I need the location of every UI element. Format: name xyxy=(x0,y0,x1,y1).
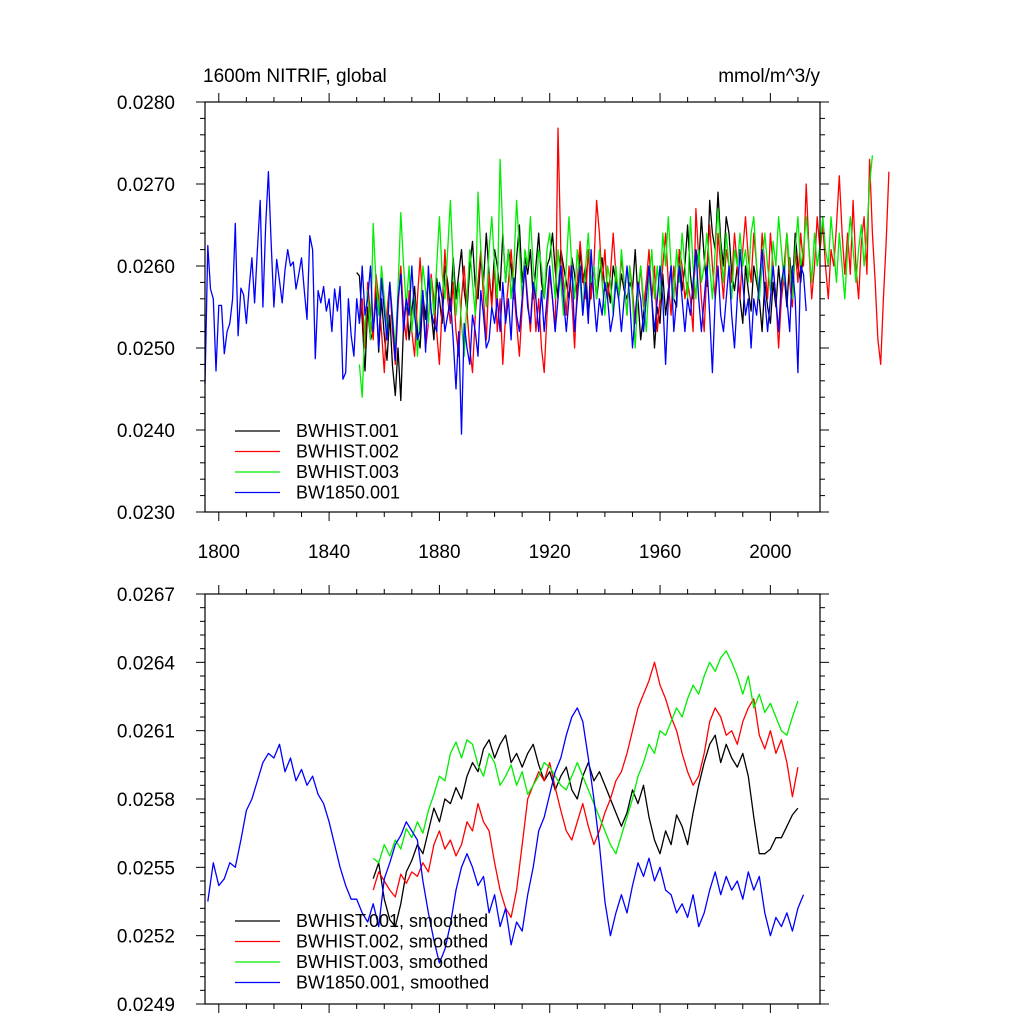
bottom-series-line-3 xyxy=(372,650,799,864)
bottom-ytick-label: 0.0249 xyxy=(117,995,175,1016)
top-xtick-label: 1960 xyxy=(639,542,681,563)
top-ytick-label: 0.0260 xyxy=(117,257,175,278)
bottom-axis-layer: 0.0249 0.0252 0.0255 0.0258 0.0261 0.0264 0.02… xyxy=(117,585,829,1016)
bottom-legend-label-3: BWHIST.003, smoothed xyxy=(296,952,488,972)
top-legend-label-4: BW1850.001 xyxy=(296,483,400,503)
bottom-series-line-4 xyxy=(207,707,805,964)
bottom-ytick-label: 0.0255 xyxy=(117,858,175,879)
top-xtick-label: 2000 xyxy=(749,542,791,563)
top-panel: 1600m NITRIF, global mmol/m^3/y 1800 1840… xyxy=(117,66,890,563)
top-xtick-label: 1920 xyxy=(529,542,571,563)
bottom-legend-label-2: BWHIST.002, smoothed xyxy=(296,932,488,952)
bottom-series-line-1 xyxy=(372,734,799,928)
top-panel-units: mmol/m^3/y xyxy=(718,66,820,87)
top-legend-label-1: BWHIST.001 xyxy=(296,421,399,441)
top-series-line-4 xyxy=(204,171,807,435)
bottom-legend-label-1: BWHIST.001, smoothed xyxy=(296,911,488,931)
top-series-layer xyxy=(204,127,890,435)
bottom-ytick-label: 0.0267 xyxy=(117,585,175,606)
bottom-panel: 0.0249 0.0252 0.0255 0.0258 0.0261 0.0264 0.02… xyxy=(117,585,829,1016)
top-ytick-label: 0.0270 xyxy=(117,175,175,196)
top-xtick-label: 1840 xyxy=(308,542,350,563)
bottom-ytick-label: 0.0261 xyxy=(117,722,175,743)
bottom-ytick-label: 0.0264 xyxy=(117,653,176,674)
bottom-series-line-2 xyxy=(372,661,799,919)
bottom-legend-label-4: BW1850.001, smoothed xyxy=(296,973,489,993)
top-ytick-label: 0.0280 xyxy=(117,93,175,114)
top-series-line-3 xyxy=(358,155,874,398)
top-axis-layer: 1800 1840 1880 1920 1960 2000 0.0230 0.0240 0.02… xyxy=(117,93,829,563)
top-ytick-label: 0.0250 xyxy=(117,339,175,360)
bottom-ytick-label: 0.0258 xyxy=(117,790,175,811)
bottom-ytick-label: 0.0252 xyxy=(117,927,175,948)
bottom-series-layer xyxy=(207,650,805,964)
top-legend-label-2: BWHIST.002 xyxy=(296,442,399,462)
top-ytick-label: 0.0230 xyxy=(117,503,175,524)
top-xtick-label: 1800 xyxy=(198,542,240,563)
top-panel-title: 1600m NITRIF, global xyxy=(203,66,387,87)
top-plot-frame xyxy=(204,101,821,513)
top-xtick-label: 1880 xyxy=(418,542,460,563)
top-ytick-label: 0.0240 xyxy=(117,421,175,442)
bottom-plot-frame xyxy=(204,593,821,1005)
top-legend-label-3: BWHIST.003 xyxy=(296,462,399,482)
